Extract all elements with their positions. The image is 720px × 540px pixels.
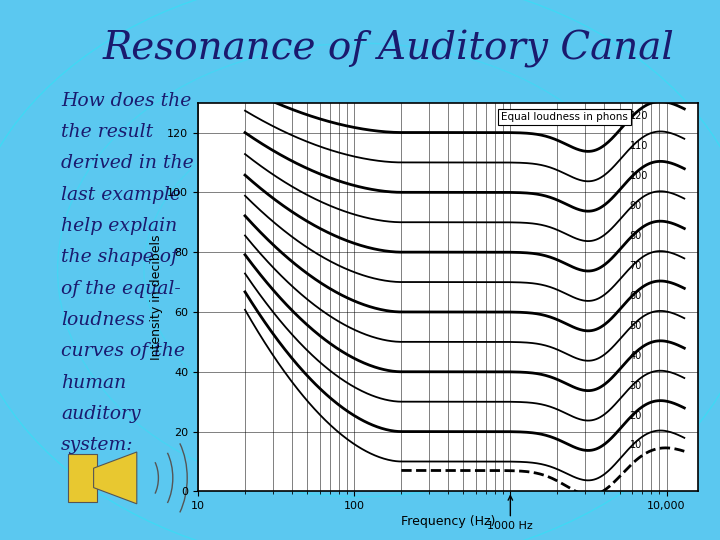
Text: the result: the result	[61, 123, 153, 141]
Text: 40: 40	[629, 351, 642, 361]
Y-axis label: Intensity in decibels: Intensity in decibels	[150, 234, 163, 360]
Polygon shape	[94, 452, 137, 504]
Text: auditory: auditory	[61, 405, 141, 423]
Text: human: human	[61, 374, 127, 391]
X-axis label: Frequency (Hz): Frequency (Hz)	[401, 515, 495, 528]
Text: 90: 90	[629, 201, 642, 211]
Text: last example: last example	[61, 186, 181, 204]
FancyBboxPatch shape	[68, 454, 97, 502]
Text: 1000 Hz: 1000 Hz	[487, 496, 534, 531]
Text: help explain: help explain	[61, 217, 177, 235]
Text: loudness: loudness	[61, 311, 145, 329]
Text: 110: 110	[629, 141, 648, 151]
Text: Resonance of Auditory Canal: Resonance of Auditory Canal	[103, 30, 675, 68]
Text: 50: 50	[629, 321, 642, 331]
Text: of the equal-: of the equal-	[61, 280, 181, 298]
Text: the shape of: the shape of	[61, 248, 179, 266]
Text: How does the: How does the	[61, 92, 192, 110]
Text: 120: 120	[629, 111, 648, 122]
Text: 10: 10	[629, 441, 642, 450]
Text: 80: 80	[629, 231, 642, 241]
Text: 100: 100	[629, 171, 648, 181]
Text: Equal loudness in phons: Equal loudness in phons	[500, 112, 628, 123]
Text: 30: 30	[629, 381, 642, 390]
Text: 20: 20	[629, 410, 642, 421]
Text: derived in the: derived in the	[61, 154, 194, 172]
Text: 60: 60	[629, 291, 642, 301]
Text: curves of the: curves of the	[61, 342, 185, 360]
Text: system:: system:	[61, 436, 134, 454]
Text: 70: 70	[629, 261, 642, 271]
